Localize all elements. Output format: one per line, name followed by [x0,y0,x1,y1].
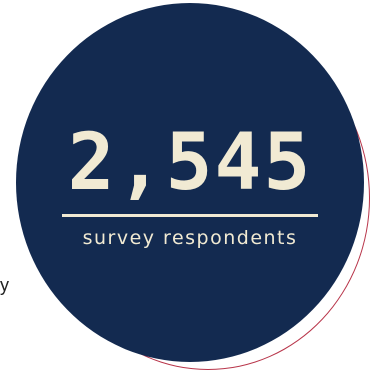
cropped-side-text: y [0,275,9,295]
respondent-count: 2,545 [67,117,313,208]
stat-badge: 2,545 survey respondents [16,3,364,362]
divider-line [62,213,318,217]
respondent-caption: survey respondents [82,226,298,249]
